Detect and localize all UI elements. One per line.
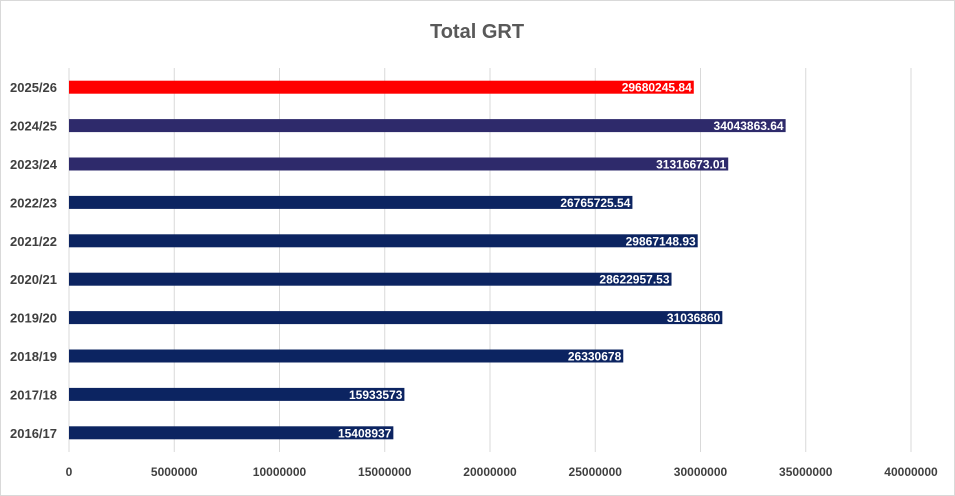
x-tick-label: 20000000 (463, 465, 517, 479)
bar (69, 157, 729, 171)
y-tick-label: 2024/25 (10, 119, 57, 134)
data-label: 15933573 (349, 388, 403, 402)
y-tick-label: 2021/22 (10, 234, 57, 249)
y-tick-label: 2019/20 (10, 311, 57, 326)
data-label: 29680245.84 (622, 81, 692, 95)
bars: 29680245.84 34043863.64 31316673.01 2676572… (69, 80, 786, 440)
data-label: 28622957.53 (599, 273, 669, 287)
value-axis: 0 5000000 10000000 15000000 20000000 25000000… (66, 465, 938, 479)
y-tick-label: 2020/21 (10, 272, 57, 287)
x-tick-label: 0 (66, 465, 73, 479)
y-tick-label: 2017/18 (10, 387, 57, 402)
data-label: 15408937 (338, 426, 392, 440)
bar (69, 272, 672, 286)
bar (69, 195, 633, 209)
category-axis: 2025/26 2024/25 2023/24 2022/23 2021/22 2020/… (10, 80, 58, 441)
data-label: 31316673.01 (656, 158, 726, 172)
x-tick-label: 15000000 (358, 465, 412, 479)
chart-title: Total GRT (430, 21, 524, 43)
y-tick-label: 2018/19 (10, 349, 57, 364)
x-tick-label: 40000000 (884, 465, 938, 479)
data-label: 26330678 (568, 350, 622, 364)
bar (69, 311, 723, 325)
y-tick-label: 2022/23 (10, 195, 57, 210)
y-tick-label: 2025/26 (10, 80, 57, 95)
bar (69, 80, 694, 94)
x-tick-label: 25000000 (569, 465, 623, 479)
y-tick-label: 2023/24 (10, 157, 58, 172)
data-label: 31036860 (667, 311, 721, 325)
bar (69, 349, 624, 363)
x-tick-label: 30000000 (674, 465, 728, 479)
data-label: 26765725.54 (560, 196, 630, 210)
data-label: 29867148.93 (626, 234, 696, 248)
x-tick-label: 5000000 (151, 465, 198, 479)
data-label: 34043863.64 (714, 119, 784, 133)
bar (69, 119, 786, 133)
bar (69, 426, 394, 440)
x-tick-label: 35000000 (779, 465, 833, 479)
y-tick-label: 2016/17 (10, 426, 57, 441)
bar (69, 234, 698, 248)
bar (69, 387, 405, 401)
x-tick-label: 10000000 (253, 465, 307, 479)
